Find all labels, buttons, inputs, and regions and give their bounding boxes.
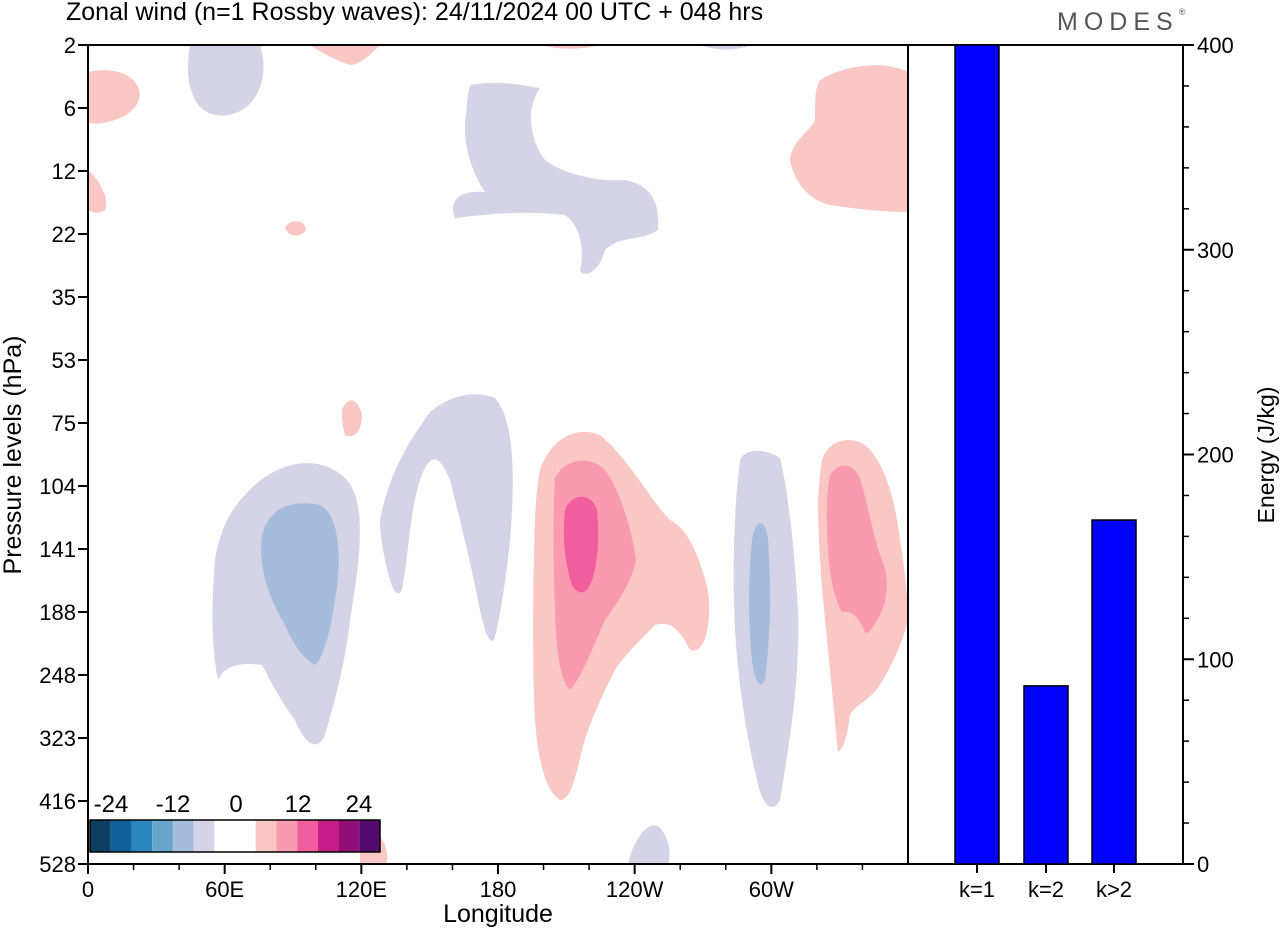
colorbar-swatch bbox=[131, 820, 153, 852]
bar-y-tick-label: 0 bbox=[1197, 852, 1209, 877]
colorbar-swatch bbox=[90, 820, 111, 852]
bar-y-tick-label: 300 bbox=[1197, 238, 1234, 263]
contour-pos-light bbox=[88, 170, 107, 213]
y-tick-label: 2 bbox=[64, 33, 76, 58]
colorbar-label: -24 bbox=[94, 791, 129, 818]
y-tick-label: 35 bbox=[52, 285, 76, 310]
colorbar-swatch bbox=[359, 820, 380, 852]
colorbar-label: 0 bbox=[229, 791, 242, 818]
bar-y-tick-label: 400 bbox=[1197, 33, 1234, 58]
contour-pos-strong bbox=[563, 496, 599, 593]
colorbar-swatch bbox=[193, 820, 215, 852]
bar-y-label: Energy (J/kg) bbox=[1253, 387, 1279, 524]
heatmap-x-label: Longitude bbox=[443, 900, 553, 928]
energy-bars bbox=[954, 44, 1137, 865]
y-tick-label: 188 bbox=[39, 600, 76, 625]
contour-pos-mid bbox=[826, 465, 887, 634]
contour-pos-light bbox=[342, 400, 362, 437]
colorbar-swatch bbox=[235, 820, 256, 852]
heatmap-y-axis: 2 6 12 22 35 53 75 104 141 188 248 323 416 528 bbox=[39, 33, 88, 877]
y-tick-label: 323 bbox=[39, 726, 76, 751]
contour-pos-light bbox=[790, 65, 908, 212]
colorbar-label: -12 bbox=[156, 791, 191, 818]
contour-neg-light bbox=[700, 45, 750, 50]
colorbar-label: 24 bbox=[346, 791, 373, 818]
colorbar-swatch bbox=[152, 820, 173, 852]
x-tick-label: 120W bbox=[606, 877, 664, 902]
bar-y-tick-label: 100 bbox=[1197, 647, 1234, 672]
brand-logo: MODES® bbox=[1057, 6, 1186, 37]
colorbar-label: 12 bbox=[285, 791, 312, 818]
brand-mark: ® bbox=[1178, 6, 1186, 17]
bar-category-label: k>2 bbox=[1096, 877, 1132, 902]
colorbar-swatch bbox=[214, 820, 235, 852]
y-tick-label: 248 bbox=[39, 663, 76, 688]
colorbar-swatch bbox=[338, 820, 360, 852]
y-tick-label: 528 bbox=[39, 852, 76, 877]
y-tick-label: 75 bbox=[52, 411, 76, 436]
y-tick-label: 104 bbox=[39, 474, 76, 499]
contour-neg-light bbox=[628, 825, 670, 864]
x-tick-label: 60W bbox=[749, 877, 794, 902]
contour-pos-light bbox=[285, 221, 306, 236]
y-tick-label: 12 bbox=[52, 159, 76, 184]
bar-x-axis: k=1 k=2 k>2 bbox=[959, 864, 1132, 902]
colorbar-swatch bbox=[110, 820, 132, 852]
y-tick-label: 6 bbox=[64, 96, 76, 121]
contour-neg-mid bbox=[261, 503, 339, 665]
contour-pos-light bbox=[88, 70, 140, 124]
x-tick-label: 0 bbox=[82, 877, 94, 902]
brand-name: MODES bbox=[1057, 8, 1179, 36]
colorbar-swatch bbox=[297, 820, 318, 852]
contour-pos-light bbox=[310, 45, 380, 65]
x-tick-label: 60E bbox=[205, 877, 244, 902]
contour-neg-light bbox=[453, 82, 659, 274]
energy-bar bbox=[1091, 519, 1137, 865]
y-tick-label: 416 bbox=[39, 789, 76, 814]
colorbar-swatch bbox=[255, 820, 277, 852]
y-tick-label: 141 bbox=[39, 537, 76, 562]
y-tick-label: 53 bbox=[52, 348, 76, 373]
chart-title: Zonal wind (n=1 Rossby waves): 24/11/202… bbox=[66, 0, 764, 26]
x-tick-label: 120E bbox=[336, 877, 387, 902]
y-tick-label: 22 bbox=[52, 222, 76, 247]
colorbar-swatch bbox=[317, 820, 339, 852]
colorbar-labels: -24 -12 0 12 24 bbox=[94, 791, 373, 818]
contour-neg-light bbox=[380, 394, 513, 641]
colorbar-swatch bbox=[276, 820, 298, 852]
contour-neg-mid bbox=[749, 523, 771, 685]
colorbar bbox=[89, 819, 381, 853]
heatmap-x-axis: 0 60E 120E 180 120W 60W bbox=[82, 864, 864, 902]
bar-category-label: k=1 bbox=[959, 877, 995, 902]
colorbar-frame bbox=[89, 819, 381, 853]
bar-y-tick-label: 200 bbox=[1197, 443, 1234, 468]
x-tick-label: 180 bbox=[480, 877, 517, 902]
energy-bar bbox=[954, 44, 1000, 865]
bar-category-label: k=2 bbox=[1028, 877, 1064, 902]
contour-field bbox=[88, 45, 908, 864]
heatmap-y-label: Pressure levels (hPa) bbox=[0, 336, 27, 575]
energy-bar bbox=[1023, 685, 1069, 865]
colorbar-swatch bbox=[172, 820, 194, 852]
contour-neg-light bbox=[187, 45, 264, 116]
bar-y-axis: 0 100 200 300 400 bbox=[1183, 33, 1234, 877]
